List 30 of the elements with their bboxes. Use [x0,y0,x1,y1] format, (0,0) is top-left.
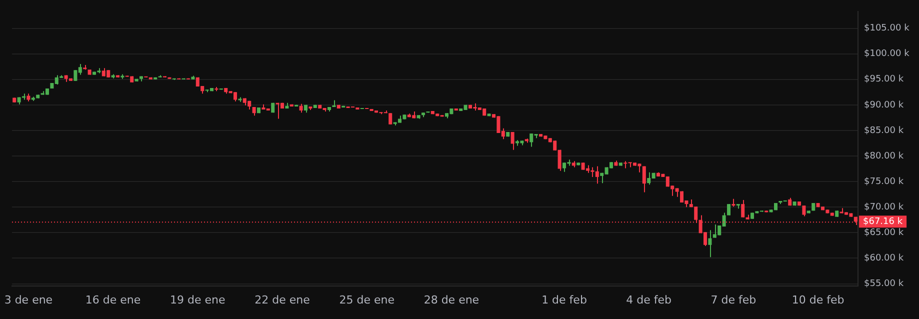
candlestick [642,166,646,193]
y-tick-label: $75.00 k [864,176,904,187]
y-tick-label: $100.00 k [864,49,910,60]
x-tick-label: 7 de feb [710,293,756,306]
x-tick-label: 22 de ene [254,293,310,306]
x-tick-label: 3 de ene [4,293,53,306]
candlestick [562,162,566,172]
x-tick-label: 1 de feb [542,293,587,306]
y-tick-label: $90.00 k [864,100,904,110]
y-tick-label: $60.00 k [864,254,904,264]
x-tick-label: 19 de ene [170,293,226,306]
y-tick-label: $55.00 k [864,279,904,290]
x-tick-label: 4 de feb [626,293,672,306]
ref-line-label: $67.16 k [863,216,904,227]
x-tick-label: 25 de ene [339,293,395,306]
candlestick [741,199,745,218]
y-tick-label: $70.00 k [864,202,904,212]
x-tick-label: 16 de ene [85,293,141,306]
y-tick-label: $95.00 k [864,74,904,85]
y-tick-label: $105.00 k [864,24,910,34]
candlestick [802,205,806,217]
y-tick-label: $80.00 k [864,151,904,162]
candlestick [510,131,514,150]
candlestick [233,92,238,102]
candlestick [388,112,392,125]
candlestick [708,230,712,258]
y-tick-label: $65.00 k [864,228,904,238]
y-tick-label: $85.00 k [864,126,904,136]
x-tick-label: 10 de feb [792,293,844,306]
x-tick-label: 28 de ene [424,293,480,306]
